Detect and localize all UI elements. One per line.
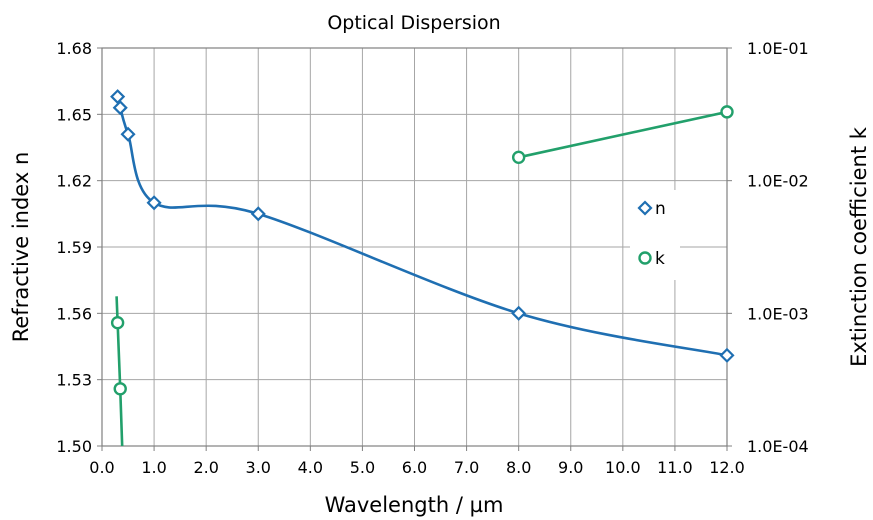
series-k-point bbox=[720, 105, 734, 119]
x-tick-label: 7.0 bbox=[454, 458, 479, 477]
series-n-point bbox=[719, 347, 735, 363]
y2-tick-label: 1.0E-03 bbox=[747, 304, 809, 323]
x-tick-label: 4.0 bbox=[298, 458, 323, 477]
y2-tick-label: 1.0E-02 bbox=[747, 172, 809, 191]
y-axis-label: Refractive index n bbox=[9, 152, 33, 343]
x-tick-label: 11.0 bbox=[657, 458, 693, 477]
x-tick-label: 0.0 bbox=[89, 458, 114, 477]
series-k-point bbox=[110, 315, 125, 330]
y-tick-label: 1.53 bbox=[56, 371, 92, 390]
y-tick-label: 1.68 bbox=[56, 39, 92, 58]
x-tick-label: 8.0 bbox=[506, 458, 531, 477]
series-n-point bbox=[112, 100, 128, 116]
legend: nk bbox=[630, 190, 680, 280]
series-k-point bbox=[511, 150, 526, 165]
series-n-point bbox=[146, 195, 162, 211]
x-tick-label: 1.0 bbox=[141, 458, 166, 477]
series-n-point bbox=[250, 206, 266, 222]
series-k bbox=[110, 105, 734, 446]
series-layer bbox=[110, 89, 735, 446]
x-tick-label: 10.0 bbox=[605, 458, 641, 477]
series-n-point bbox=[120, 126, 136, 142]
x-tick-label: 12.0 bbox=[709, 458, 745, 477]
legend-box bbox=[630, 190, 680, 280]
series-n bbox=[110, 89, 735, 363]
x-tick-label: 5.0 bbox=[350, 458, 375, 477]
series-k-point bbox=[113, 382, 127, 396]
series-n-point bbox=[511, 305, 527, 321]
legend-n-label: n bbox=[655, 199, 666, 219]
series-k-line bbox=[115, 296, 124, 446]
y2-axis-ticks: 1.0E-04 1.0E-03 1.0E-02 1.0E-01 bbox=[727, 39, 809, 456]
legend-n-marker bbox=[637, 200, 653, 216]
x-tick-label: 3.0 bbox=[246, 458, 271, 477]
y-tick-label: 1.50 bbox=[56, 437, 92, 456]
x-axis-ticks: 0.0 1.0 2.0 3.0 4.0 5.0 6.0 7.0 8.0 9.0 10.0 11.0 12… bbox=[89, 446, 745, 477]
x-tick-label: 6.0 bbox=[402, 458, 427, 477]
legend-k-marker bbox=[638, 251, 652, 265]
x-axis-label: Wavelength / µm bbox=[325, 493, 504, 517]
chart-title: Optical Dispersion bbox=[327, 12, 500, 34]
series-k-line bbox=[518, 110, 727, 159]
y2-tick-label: 1.0E-01 bbox=[747, 39, 809, 58]
y-tick-label: 1.62 bbox=[56, 172, 92, 191]
y-tick-label: 1.65 bbox=[56, 105, 92, 124]
y-tick-label: 1.56 bbox=[56, 304, 92, 323]
y-tick-label: 1.59 bbox=[56, 238, 92, 257]
x-tick-label: 9.0 bbox=[558, 458, 583, 477]
y2-tick-label: 1.0E-04 bbox=[747, 437, 809, 456]
series-n-point bbox=[110, 89, 126, 105]
x-tick-label: 2.0 bbox=[193, 458, 218, 477]
legend-k-label: k bbox=[655, 249, 665, 269]
y2-axis-label: Extinction coefficient k bbox=[847, 126, 871, 367]
y-axis-ticks: 1.50 1.53 1.56 1.59 1.62 1.65 1.68 bbox=[56, 39, 102, 456]
